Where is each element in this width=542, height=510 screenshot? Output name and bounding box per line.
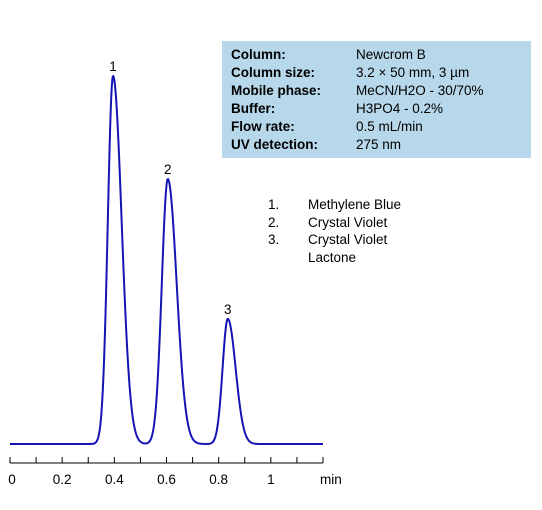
legend-number: 3. — [268, 232, 280, 247]
legend-item: 2. Crystal Violet — [268, 214, 418, 232]
legend-item: 3. Crystal Violet Lactone — [268, 231, 418, 266]
x-tick-label: 0.2 — [53, 472, 72, 487]
x-axis-unit-label: min — [320, 472, 342, 487]
peak-label-1: 1 — [109, 59, 117, 74]
condition-label: UV detection: — [231, 137, 319, 152]
condition-value: 0.5 mL/min — [356, 119, 423, 134]
condition-value: MeCN/H2O - 30/70% — [356, 83, 484, 98]
legend-number: 2. — [268, 214, 280, 230]
condition-row: Flow rate: 0.5 mL/min — [231, 118, 531, 136]
condition-value: 275 nm — [356, 137, 402, 152]
x-tick-label: 1 — [267, 472, 275, 487]
condition-label: Column size: — [231, 65, 316, 80]
conditions-panel: Column: Newcrom B Column size: 3.2 × 50 … — [222, 41, 531, 158]
condition-row: UV detection: 275 nm — [231, 136, 531, 154]
compound-legend: 1. Methylene Blue 2. Crystal Violet 3. C… — [268, 196, 418, 266]
peak-label-3: 3 — [224, 302, 232, 317]
chromatogram-trace — [10, 74, 323, 445]
legend-compound-name: Crystal Violet Lactone — [308, 232, 388, 265]
legend-compound-name: Crystal Violet — [308, 214, 388, 230]
peak-label-2: 2 — [164, 162, 172, 177]
x-tick-label: 0 — [8, 472, 16, 487]
legend-number: 1. — [268, 197, 280, 212]
peak-labels: 1 2 3 — [109, 59, 231, 317]
condition-value: Newcrom B — [356, 47, 426, 62]
condition-label: Mobile phase: — [231, 83, 322, 98]
condition-row: Mobile phase: MeCN/H2O - 30/70% — [231, 82, 531, 100]
x-tick-label: 0.6 — [157, 472, 176, 487]
condition-row: Buffer: H3PO4 - 0.2% — [231, 100, 531, 118]
condition-label: Flow rate: — [231, 119, 295, 134]
legend-compound-name: Methylene Blue — [308, 197, 402, 212]
condition-value: 3.2 × 50 mm, 3 µm — [356, 65, 470, 80]
x-tick-label: 0.8 — [209, 472, 228, 487]
condition-label: Column: — [231, 47, 286, 62]
x-tick-label: 0.4 — [105, 472, 124, 487]
condition-label: Buffer: — [231, 101, 276, 116]
condition-row: Column: Newcrom B — [231, 46, 531, 64]
condition-row: Column size: 3.2 × 50 mm, 3 µm — [231, 64, 531, 82]
legend-item: 1. Methylene Blue — [268, 196, 418, 214]
x-ticks: 0 0.2 0.4 0.6 0.8 1 — [8, 457, 324, 487]
condition-value: H3PO4 - 0.2% — [356, 101, 444, 116]
